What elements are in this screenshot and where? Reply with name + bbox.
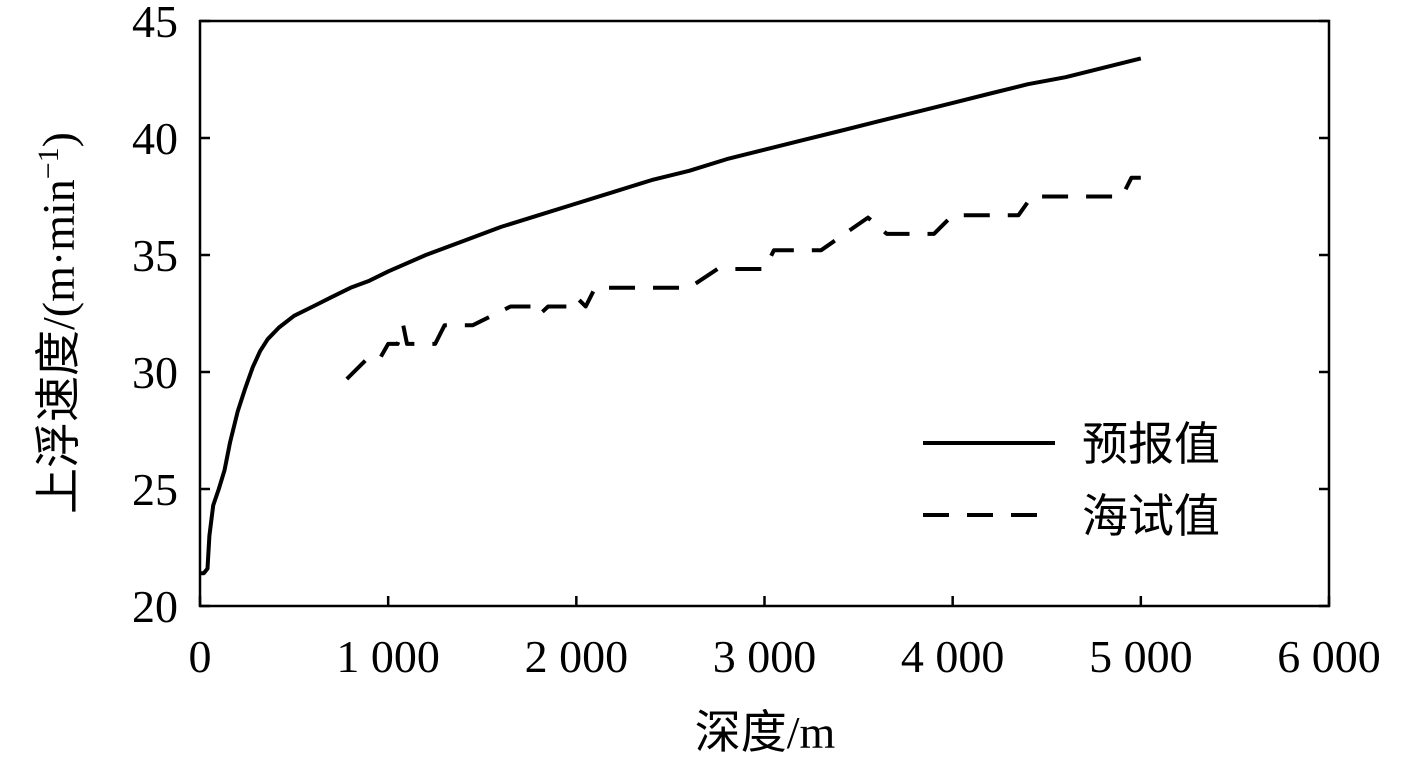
y-tick-label: 35 [132, 230, 178, 281]
y-tick-label: 40 [132, 113, 178, 164]
y-tick-label: 20 [132, 581, 178, 632]
x-tick-label: 3 000 [713, 631, 817, 682]
y-axis-title-superscript: −1 [32, 147, 65, 179]
x-axis-title: 深度/m [695, 707, 836, 757]
tick-marks [198, 19, 1331, 608]
x-tick-label: 2 000 [525, 631, 629, 682]
legend-label-sea-trial: 海试值 [1082, 491, 1220, 542]
y-tick-label: 25 [132, 464, 178, 515]
x-tick-label: 5 000 [1089, 631, 1193, 682]
y-axis-title: 上浮速度/(m·min−1) [32, 132, 84, 514]
legend-label-forecast: 预报值 [1082, 419, 1220, 470]
y-tick-label: 30 [132, 347, 178, 398]
tick-labels: 0 1 000 2 000 3 000 4 000 5 000 6 000 20 25 30 35 4… [132, 0, 1381, 682]
series-line-sea-trial [345, 175, 1141, 381]
series-line-forecast [200, 56, 1142, 576]
y-tick-label: 45 [132, 0, 178, 47]
x-tick-label: 6 000 [1277, 631, 1381, 682]
x-tick-label: 4 000 [901, 631, 1005, 682]
x-tick-label: 1 000 [336, 631, 440, 682]
legend: 预报值 海试值 [923, 419, 1220, 542]
series-lines [200, 56, 1142, 576]
y-axis-title-close: ) [33, 132, 84, 147]
x-tick-label: 0 [189, 631, 212, 682]
